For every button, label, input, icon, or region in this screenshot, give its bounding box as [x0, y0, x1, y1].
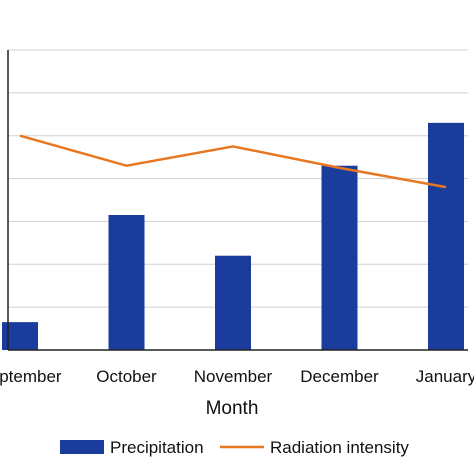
x-tick-label-january: January	[416, 367, 474, 386]
radiation-intensity-line	[19, 134, 447, 189]
legend: Precipitation Radiation intensity	[60, 438, 409, 457]
radiation-line-group	[19, 134, 447, 189]
x-tick-label-september: September	[0, 367, 62, 386]
x-tick-label-november: November	[194, 367, 273, 386]
bar-january	[428, 122, 464, 350]
legend-swatch-precipitation	[60, 440, 104, 454]
precipitation-bars	[2, 122, 464, 350]
x-tick-label-december: December	[300, 367, 379, 386]
legend-label-radiation-intensity: Radiation intensity	[270, 438, 409, 457]
x-tick-labels: September October November December January	[0, 367, 474, 386]
gridlines	[8, 49, 468, 308]
bar-november	[215, 255, 251, 350]
bar-october	[108, 215, 145, 350]
legend-label-precipitation: Precipitation	[110, 438, 204, 457]
x-axis-title: Month	[206, 398, 259, 419]
x-tick-label-october: October	[96, 367, 157, 386]
bar-december	[321, 165, 358, 350]
